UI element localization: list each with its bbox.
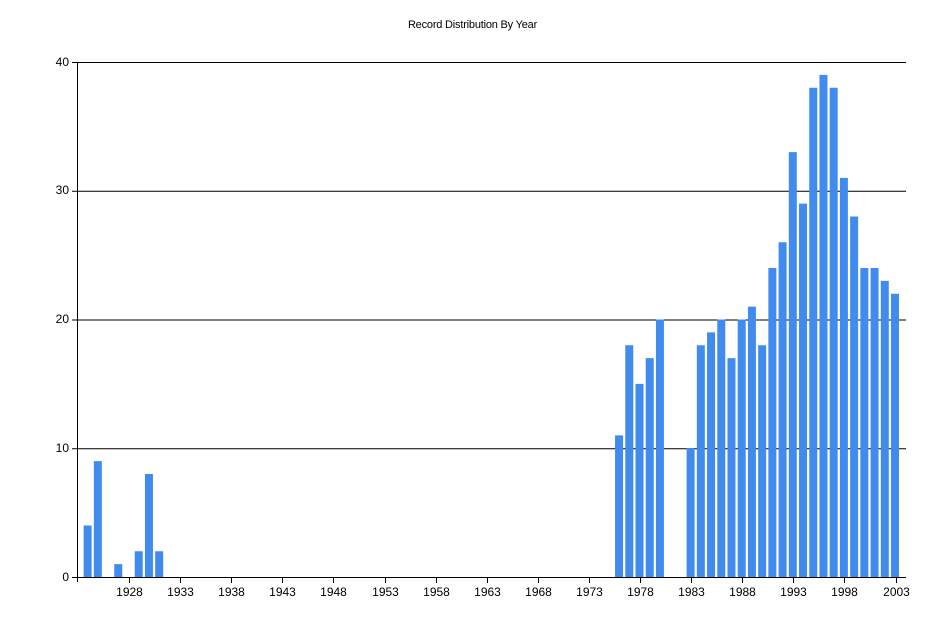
bar-1995 (809, 87, 818, 577)
bar-1992 (778, 242, 787, 577)
y-tick-label: 40 (55, 54, 69, 69)
x-tick-label: 2003 (883, 585, 910, 599)
x-tick-label: 1973 (576, 585, 603, 599)
bar-1931 (155, 551, 164, 577)
bar-1984 (696, 345, 705, 577)
bar-1927 (114, 564, 123, 577)
x-tick-label: 1978 (627, 585, 654, 599)
bar-1924 (83, 525, 92, 577)
x-tick-label: 1948 (320, 585, 347, 599)
x-tick-label: 1943 (269, 585, 296, 599)
x-tick-label: 1993 (780, 585, 807, 599)
bar-1977 (625, 345, 634, 577)
x-tick-label: 1968 (525, 585, 552, 599)
bar-1989 (747, 306, 756, 577)
y-tick-label: 10 (55, 440, 69, 455)
bar-1991 (768, 268, 777, 577)
bar-2002 (880, 280, 889, 577)
bar-1996 (819, 74, 828, 577)
bar-1990 (758, 345, 767, 577)
bar-1999 (850, 216, 859, 577)
x-tick-label: 1998 (831, 585, 858, 599)
bar-1978 (635, 383, 644, 577)
bar-1986 (717, 319, 726, 577)
bar-1998 (839, 177, 848, 577)
bar-2001 (870, 268, 879, 577)
bar-1976 (615, 435, 624, 577)
bar-1930 (144, 474, 153, 577)
x-tick-label: 1958 (423, 585, 450, 599)
bar-1987 (727, 358, 736, 577)
bar-1994 (799, 203, 808, 577)
x-tick-label: 1988 (729, 585, 756, 599)
bar-1925 (93, 461, 102, 577)
bar-1929 (134, 551, 143, 577)
x-tick-label: 1933 (167, 585, 194, 599)
y-tick-label: 0 (62, 569, 69, 584)
chart-title: Record Distribution By Year (407, 19, 538, 31)
bar-1983 (686, 448, 695, 577)
x-tick-label: 1938 (218, 585, 245, 599)
bar-1985 (707, 332, 716, 577)
bar-1997 (829, 87, 838, 577)
x-tick-label: 1953 (372, 585, 399, 599)
y-tick-label: 20 (55, 312, 69, 326)
x-tick-label: 1928 (116, 585, 143, 599)
bar-1979 (645, 358, 654, 577)
bar-1993 (788, 152, 797, 577)
bar-2000 (860, 268, 869, 577)
x-tick-label: 1963 (474, 585, 501, 599)
bar-1988 (737, 319, 746, 577)
bar-2003 (891, 293, 899, 577)
x-tick-label: 1983 (678, 585, 705, 599)
y-tick-label: 30 (55, 183, 69, 198)
bar-1980 (655, 319, 664, 577)
